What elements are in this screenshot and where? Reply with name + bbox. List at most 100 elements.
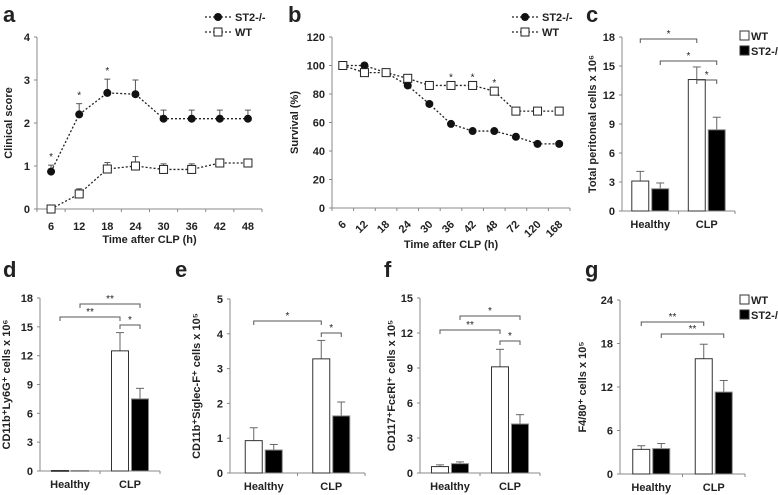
- y-tick-label: 1: [217, 433, 223, 445]
- panel-g: g 0 6 12 18 24 F4/80⁺ cells x 10⁵ Healthy CLP WT S…: [577, 257, 778, 494]
- y-axis-label: F4/80⁺ cells x 10⁵: [577, 341, 589, 432]
- y-tick-label: 0: [407, 468, 413, 480]
- y-axis-label: CD117⁺FcεRI⁺ cells x 10⁵: [386, 320, 398, 451]
- legend-label: ST2-/-: [751, 310, 778, 322]
- significance-label: *: [329, 323, 333, 334]
- bar-WT-Healthy: [244, 440, 263, 474]
- y-tick-label: 24: [601, 295, 614, 307]
- data-point-ST2-/-: [47, 167, 56, 176]
- bar-ST2-/--CLP: [332, 415, 351, 474]
- series-line-WT: [50, 162, 248, 210]
- data-point-ST2-/-: [243, 114, 252, 123]
- data-point-WT: [533, 106, 543, 116]
- bar-ST2-/--Healthy: [652, 448, 671, 475]
- data-point-ST2-/-: [555, 139, 564, 148]
- y-axis-label: Total peritoneal cells x 10⁶: [587, 55, 599, 193]
- x-tick-label: 6: [48, 221, 54, 233]
- data-point-WT: [554, 106, 564, 116]
- data-point-WT: [102, 164, 112, 174]
- data-point-WT: [489, 86, 499, 96]
- x-tick-label: 30: [157, 221, 169, 233]
- x-tick-label: 42: [462, 219, 479, 236]
- y-tick-label: 6: [27, 408, 33, 420]
- significance-label: **: [669, 312, 677, 323]
- data-point-ST2-/-: [215, 114, 224, 123]
- significance-bracket: [696, 79, 718, 84]
- x-tick-label: 30: [418, 219, 435, 236]
- x-tick-label: 24: [397, 218, 415, 236]
- y-tick-label: 2: [217, 398, 223, 410]
- data-point-ST2-/-: [425, 99, 434, 108]
- x-tick-label: Healthy: [50, 479, 91, 491]
- legend-label: ST2-/-: [751, 46, 778, 58]
- bar-WT-CLP: [312, 358, 331, 474]
- panel-label: b: [288, 2, 301, 27]
- data-point-WT: [446, 80, 456, 90]
- bar-WT-CLP: [111, 350, 129, 472]
- legend-label: WT: [542, 27, 559, 39]
- x-tick-label: 24: [129, 221, 142, 233]
- significance-bracket: [499, 340, 521, 345]
- y-tick-label: 12: [21, 351, 33, 363]
- data-point-WT: [424, 80, 434, 90]
- significance-bracket: [640, 321, 705, 326]
- series-line-WT: [342, 64, 560, 112]
- significance-label: *: [667, 29, 671, 40]
- significance-marker: *: [471, 72, 475, 83]
- data-point-ST2-/-: [490, 127, 499, 136]
- significance-marker: *: [492, 78, 496, 89]
- bar-ST2-/--CLP: [131, 398, 149, 472]
- panel-label: e: [175, 257, 187, 282]
- legend-label: WT: [751, 295, 768, 307]
- data-point-WT: [359, 68, 369, 78]
- legend-swatch: [739, 309, 750, 320]
- x-tick-label: CLP: [696, 219, 718, 231]
- legend-label: ST2-/-: [235, 12, 266, 24]
- y-tick-label: 12: [601, 382, 613, 394]
- significance-label: *: [128, 315, 132, 326]
- y-tick-label: 15: [603, 61, 615, 73]
- significance-label: **: [689, 324, 697, 335]
- bar-WT-CLP: [687, 79, 706, 212]
- x-tick-label: 36: [440, 219, 457, 236]
- significance-bracket: [79, 303, 141, 308]
- y-tick-label: 3: [217, 364, 223, 376]
- significance-bracket: [119, 324, 141, 329]
- legend-swatch: [739, 294, 750, 305]
- data-point-WT: [215, 158, 225, 168]
- y-tick-label: 4: [217, 329, 224, 341]
- significance-marker: *: [105, 66, 109, 77]
- data-point-WT: [403, 73, 413, 83]
- panel-label: f: [384, 257, 392, 282]
- y-axis-label: CD11b⁺Ly6G⁺ cells x 10⁶: [1, 319, 13, 449]
- x-tick-label: 48: [242, 221, 254, 233]
- y-tick-label: 2: [24, 118, 30, 130]
- y-tick-label: 20: [313, 175, 325, 187]
- significance-bracket: [639, 38, 698, 43]
- bar-WT-Healthy: [51, 470, 69, 472]
- legend-marker: [214, 13, 222, 21]
- significance-label: *: [687, 51, 691, 62]
- significance-marker: *: [49, 152, 53, 163]
- x-tick-label: 36: [186, 221, 198, 233]
- y-tick-label: 0: [27, 466, 33, 478]
- y-tick-label: 3: [407, 433, 413, 445]
- x-tick-label: 48: [483, 219, 500, 236]
- data-point-ST2-/-: [533, 139, 542, 148]
- data-point-WT: [46, 204, 56, 214]
- y-tick-label: 5: [217, 294, 223, 306]
- data-point-WT: [243, 158, 253, 168]
- significance-bracket: [320, 332, 342, 337]
- x-tick-label: 6: [336, 219, 349, 232]
- data-point-ST2-/-: [187, 114, 196, 123]
- panel-f: f 0 3 6 9 12 15 CD117⁺FcεRI⁺ cells x 10⁵ Healthy…: [384, 257, 541, 493]
- y-tick-label: 12: [401, 328, 413, 340]
- x-tick-label: 42: [214, 221, 226, 233]
- y-axis-label: Clinical score: [3, 87, 15, 159]
- x-tick-label: CLP: [703, 482, 725, 494]
- significance-label: *: [488, 306, 492, 317]
- bar-WT-Healthy: [631, 180, 650, 212]
- x-tick-label: 18: [375, 219, 392, 236]
- bar-ST2-/--Healthy: [451, 463, 469, 474]
- data-point-ST2-/-: [403, 81, 412, 90]
